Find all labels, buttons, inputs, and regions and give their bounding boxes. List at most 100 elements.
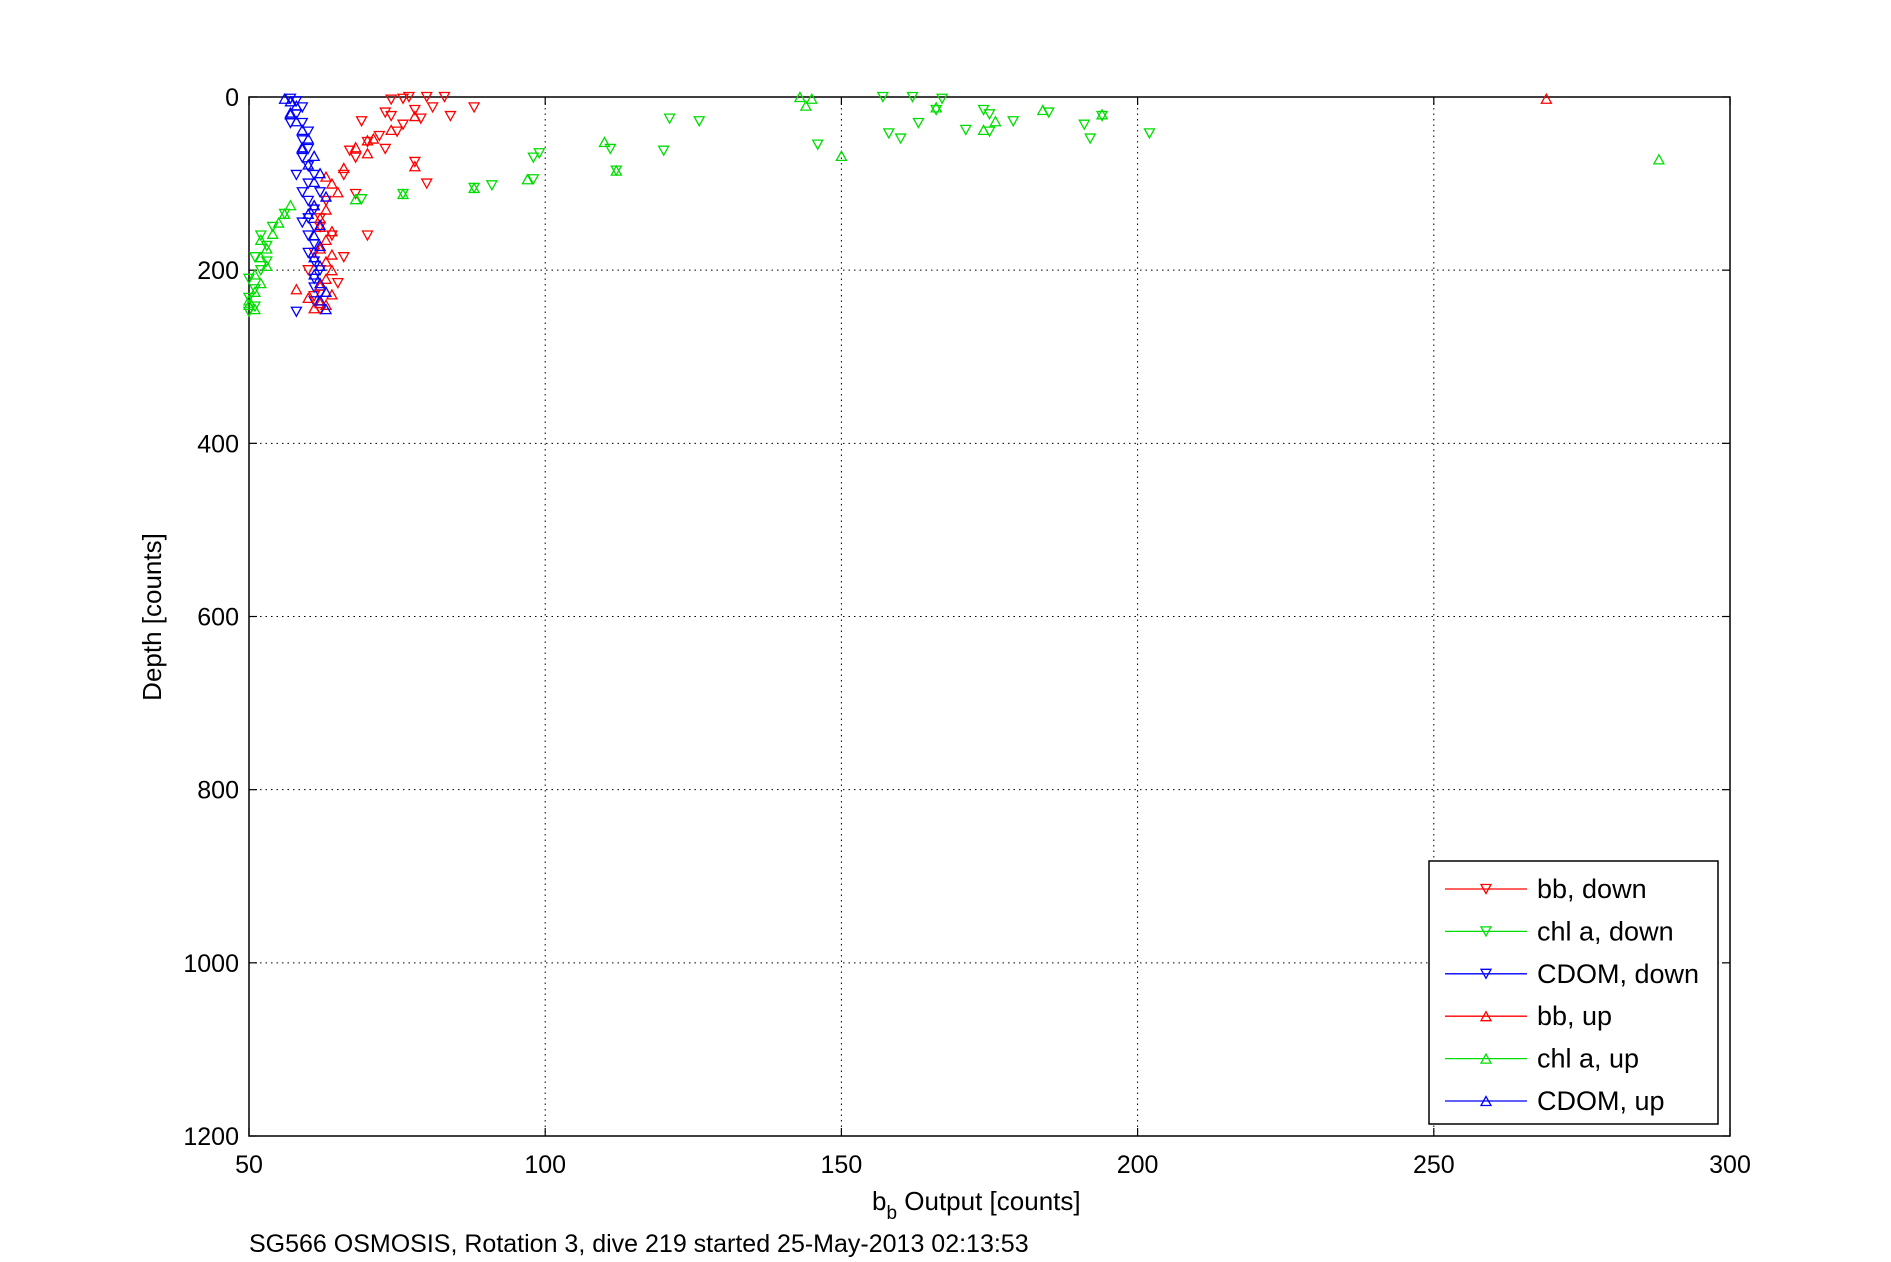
data-point (254, 277, 267, 289)
y-tick-label: 400 (197, 430, 239, 458)
data-point (313, 219, 327, 231)
data-point (385, 124, 398, 136)
legend-label: CDOM, down (1537, 959, 1699, 989)
data-point (260, 242, 273, 254)
data-point (278, 92, 291, 104)
data-point (930, 104, 943, 116)
data-point (302, 158, 315, 170)
data-point (1143, 128, 1156, 140)
data-point (302, 247, 315, 259)
legend-item: bb, down (1445, 874, 1647, 904)
data-point (349, 188, 362, 200)
data-point (248, 284, 262, 296)
y-tick-label: 1000 (183, 950, 239, 978)
legend-item: bb, up (1445, 1001, 1612, 1031)
data-point (302, 208, 315, 220)
data-point (313, 242, 327, 254)
data-point (485, 180, 498, 192)
data-point (527, 174, 540, 186)
data-point (385, 94, 398, 106)
data-point (325, 225, 339, 237)
data-point (319, 272, 333, 284)
data-point (533, 148, 546, 160)
legend: bb, down chl a, down CDOM, down bb, up chl a… (1428, 860, 1719, 1125)
data-point (349, 152, 362, 164)
data-point (254, 234, 267, 246)
data-point (248, 268, 262, 280)
x-tick-label: 50 (235, 1151, 263, 1179)
data-point (959, 124, 972, 136)
figure-caption: SG566 OSMOSIS, Rotation 3, dive 219 star… (249, 1230, 1029, 1258)
data-point (313, 294, 327, 306)
data-point (242, 292, 256, 304)
data-point (930, 101, 943, 113)
x-tick-label: 300 (1709, 1151, 1751, 1179)
data-point (657, 145, 670, 157)
data-point (302, 161, 315, 173)
legend-marker (1479, 968, 1493, 980)
data-point (799, 99, 812, 111)
data-point (296, 187, 309, 199)
data-point (438, 91, 451, 103)
data-point (308, 229, 321, 241)
data-point (308, 150, 321, 162)
data-point (906, 91, 919, 103)
data-point (302, 230, 315, 242)
data-point (313, 279, 327, 291)
legend-box (1428, 860, 1719, 1125)
data-point (337, 252, 350, 264)
data-point (793, 91, 807, 103)
data-point (663, 113, 676, 125)
data-point (284, 95, 297, 107)
x-tick-label: 200 (1117, 1151, 1159, 1179)
data-point (325, 177, 339, 189)
data-point (1007, 116, 1020, 128)
data-point (260, 259, 273, 271)
data-point (379, 143, 392, 155)
data-point (367, 132, 380, 144)
data-point (325, 248, 339, 260)
data-point (319, 203, 333, 215)
data-point (989, 115, 1002, 127)
data-point (402, 91, 416, 103)
data-point (527, 152, 540, 164)
data-point (272, 216, 285, 228)
legend-label: chl a, down (1537, 916, 1674, 946)
data-point (313, 277, 327, 289)
data-point (319, 255, 333, 267)
data-point (302, 265, 315, 277)
data-point (355, 194, 368, 206)
data-point (313, 167, 327, 179)
data-point (331, 278, 344, 289)
data-point (373, 130, 386, 142)
x-axis-label-main: b (872, 1186, 886, 1216)
data-point (894, 133, 907, 145)
data-point (313, 221, 327, 233)
x-tick-label: 150 (821, 1151, 863, 1179)
data-point (302, 195, 315, 207)
data-point (284, 199, 297, 211)
x-tick-label: 250 (1413, 1151, 1455, 1179)
data-point (278, 208, 291, 220)
data-point (361, 136, 374, 148)
data-point (1095, 110, 1109, 122)
data-point (290, 169, 303, 181)
data-point (355, 116, 368, 128)
data-point (983, 109, 996, 121)
data-point (308, 176, 321, 188)
data-point (290, 99, 303, 111)
data-point (284, 108, 297, 120)
data-point (248, 285, 262, 297)
data-point (936, 93, 949, 105)
y-tick-label: 1200 (183, 1123, 239, 1151)
data-point (408, 104, 421, 116)
data-point (1036, 104, 1049, 116)
data-point (408, 110, 421, 122)
data-point (977, 124, 990, 136)
y-axis-label: Depth [counts] (137, 533, 167, 701)
legend-label: CDOM, up (1537, 1086, 1665, 1116)
data-point (313, 240, 327, 252)
data-point (361, 230, 374, 242)
y-tick-label: 0 (225, 84, 239, 112)
x-axis-label: bb Output [counts] (872, 1186, 1081, 1224)
